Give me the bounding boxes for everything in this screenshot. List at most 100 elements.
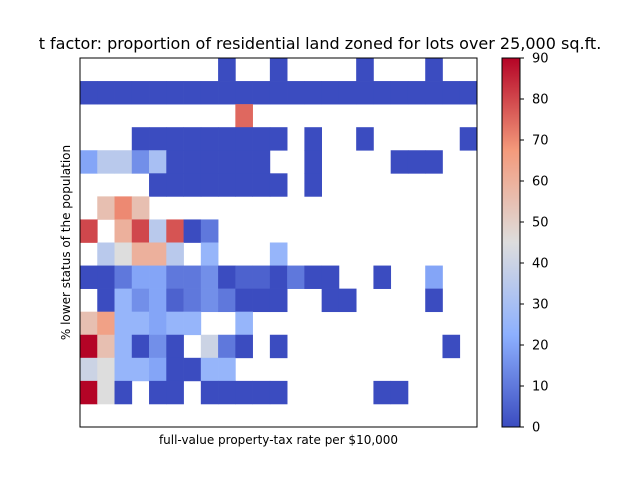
heatmap-cells <box>80 58 478 405</box>
heatmap-cell <box>200 81 219 105</box>
heatmap-cell <box>183 288 202 313</box>
heatmap-cell <box>390 380 409 405</box>
heatmap-cell <box>269 380 288 405</box>
heatmap-cell <box>356 58 374 82</box>
heatmap-cell <box>183 81 202 105</box>
heatmap-cell <box>321 81 340 105</box>
heatmap-cell <box>97 242 115 266</box>
heatmap-cell <box>114 311 133 336</box>
heatmap-cell <box>287 81 305 105</box>
heatmap-cell <box>269 173 288 197</box>
heatmap-cell <box>114 357 133 382</box>
heatmap-cell <box>149 334 167 359</box>
heatmap-cell <box>252 265 271 289</box>
heatmap-cell <box>149 311 167 336</box>
heatmap-cell <box>166 380 184 405</box>
heatmap-cell <box>252 127 271 151</box>
heatmap-cell <box>304 265 322 289</box>
heatmap-cell <box>407 150 426 174</box>
heatmap-cell <box>166 219 184 243</box>
colorbar-ticks: 0 10 20 30 40 50 60 70 80 90 <box>520 52 549 436</box>
heatmap-cell <box>252 81 271 105</box>
heatmap-cell <box>131 219 150 243</box>
heatmap-cell <box>80 334 98 359</box>
heatmap-cell <box>218 357 236 382</box>
heatmap-cell <box>97 265 115 289</box>
heatmap-cell <box>200 219 219 243</box>
colorbar-tick-label: 70 <box>532 134 549 149</box>
heatmap-cell <box>97 288 115 313</box>
heatmap-cell <box>304 173 322 197</box>
heatmap-cell <box>200 127 219 151</box>
heatmap-cell <box>166 81 184 105</box>
colorbar-tick-label: 0 <box>532 421 540 436</box>
heatmap-cell <box>200 150 219 174</box>
heatmap-cell <box>97 311 115 336</box>
heatmap-cell <box>269 58 288 82</box>
heatmap-cell <box>166 265 184 289</box>
heatmap-cell <box>269 334 288 359</box>
heatmap-cell <box>131 196 150 220</box>
heatmap-cell <box>149 357 167 382</box>
heatmap-cell <box>373 380 392 405</box>
heatmap-cell <box>131 311 150 336</box>
heatmap-cell <box>287 265 305 289</box>
heatmap-cell <box>166 127 184 151</box>
heatmap-cell <box>269 242 288 266</box>
heatmap-cell <box>131 288 150 313</box>
heatmap-cell <box>252 150 271 174</box>
heatmap-cell <box>80 265 98 289</box>
heatmap-cell <box>425 288 443 313</box>
heatmap-cell <box>218 380 236 405</box>
heatmap-cell <box>131 150 150 174</box>
heatmap-cell <box>183 173 202 197</box>
heatmap-cell <box>459 81 478 105</box>
colorbar-frame <box>501 57 521 428</box>
heatmap-cell <box>218 58 236 82</box>
heatmap-cell <box>183 127 202 151</box>
chart-title: t factor: proportion of residential land… <box>39 34 602 53</box>
heatmap-cell <box>218 173 236 197</box>
colorbar-tick-label: 90 <box>532 52 549 67</box>
heatmap-cell <box>321 265 340 289</box>
heatmap-cell <box>97 81 115 105</box>
heatmap-cell <box>131 81 150 105</box>
heatmap-cell <box>166 173 184 197</box>
heatmap-cell <box>269 81 288 105</box>
heatmap-cell <box>114 81 133 105</box>
heatmap-cell <box>218 150 236 174</box>
heatmap-cell <box>200 357 219 382</box>
heatmap-cell <box>304 81 322 105</box>
heatmap-cell <box>80 311 98 336</box>
colorbar-tick-label: 80 <box>532 93 549 108</box>
heatmap-cell <box>235 150 253 174</box>
heatmap-cell <box>114 196 133 220</box>
colorbar-tick-label: 30 <box>532 298 549 313</box>
colorbar-tick-label: 40 <box>532 257 549 272</box>
heatmap-cell <box>218 127 236 151</box>
colorbar-tick-label: 20 <box>532 339 549 354</box>
heatmap-cell <box>114 219 133 243</box>
heatmap-cell <box>235 380 253 405</box>
heatmap-cell <box>183 311 202 336</box>
heatmap-cell <box>80 380 98 405</box>
heatmap-cell <box>235 104 253 128</box>
heatmap-cell <box>373 81 392 105</box>
heatmap-cell <box>235 127 253 151</box>
heatmap-cell <box>149 242 167 266</box>
heatmap-cell <box>97 334 115 359</box>
heatmap-cell <box>200 242 219 266</box>
heatmap-cell <box>183 219 202 243</box>
heatmap-cell <box>131 334 150 359</box>
heatmap-cell <box>252 173 271 197</box>
heatmap-cell <box>338 81 357 105</box>
heatmap-cell <box>149 219 167 243</box>
heatmap-cell <box>166 334 184 359</box>
heatmap-cell <box>80 219 98 243</box>
heatmap-cell <box>218 265 236 289</box>
heatmap-cell <box>131 357 150 382</box>
heatmap-cell <box>252 380 271 405</box>
y-axis-label: % lower status of the population <box>59 145 73 340</box>
colorbar: 0 10 20 30 40 50 60 70 80 90 <box>501 52 549 436</box>
